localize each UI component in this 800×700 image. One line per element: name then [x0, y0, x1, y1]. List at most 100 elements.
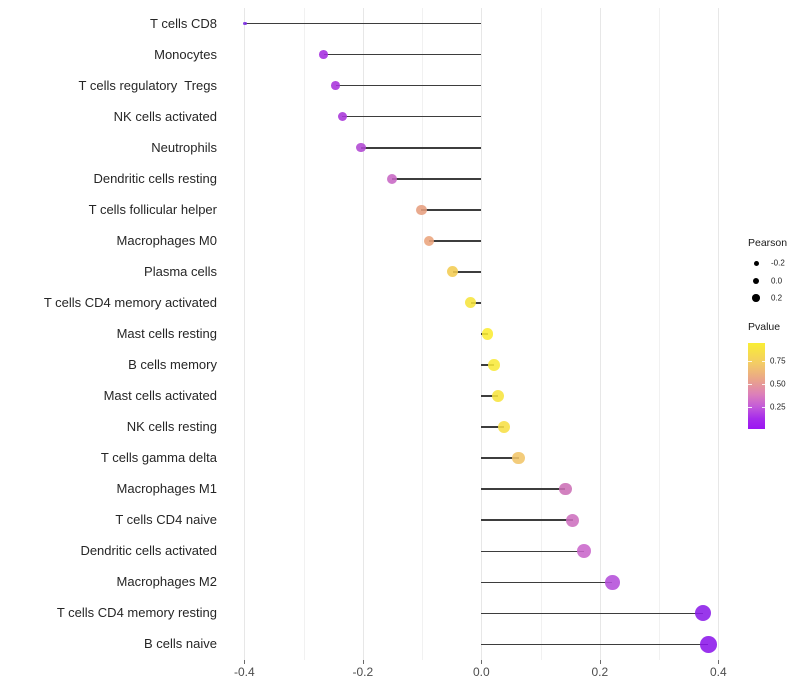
category-label: Macrophages M0 — [116, 232, 217, 248]
colorbar-tick-left — [748, 406, 752, 408]
x-axis-tick — [362, 660, 364, 664]
lollipop-stem — [481, 550, 585, 552]
lollipop-dot — [423, 235, 435, 247]
pvalue-color-legend: Pvalue 0.75 0.50 0.25 — [745, 321, 800, 436]
lollipop-dot — [497, 421, 510, 434]
lollipop-stem — [481, 612, 704, 614]
lollipop-stem — [481, 519, 573, 521]
lollipop-stem — [429, 240, 482, 242]
lollipop-stem — [481, 364, 495, 366]
category-label: NK cells activated — [113, 108, 217, 124]
gridline — [303, 8, 305, 660]
lollipop-stem — [452, 271, 482, 273]
x-axis-tick-label: 0.2 — [591, 665, 609, 679]
colorbar-tick-right — [761, 406, 765, 408]
legend-size-label: -0.2 — [771, 258, 785, 268]
lollipop-stem — [244, 23, 482, 25]
lollipop-dot — [577, 544, 592, 559]
category-label: Macrophages M1 — [116, 481, 217, 497]
gridline — [422, 8, 424, 660]
gridline — [244, 8, 246, 660]
category-label: T cells CD4 memory activated — [43, 294, 217, 310]
legend-size-label: 0.0 — [771, 276, 783, 286]
category-label: T cells CD4 naive — [115, 512, 217, 528]
legend-size-dot — [752, 277, 760, 285]
x-axis-tick-label: -0.4 — [233, 665, 255, 679]
x-axis-tick — [244, 660, 246, 664]
lollipop-stem — [342, 116, 482, 118]
colorbar-tick-right — [761, 384, 765, 386]
lollipop-dot — [488, 359, 501, 371]
x-axis-tick — [718, 660, 720, 664]
gridline — [540, 8, 542, 660]
lollipop-stem — [481, 643, 709, 645]
lollipop-dot — [695, 605, 712, 622]
lollipop-stem — [481, 395, 498, 397]
colorbar-label: 0.50 — [770, 379, 786, 389]
lollipop-dot — [447, 266, 459, 278]
category-label: Mast cells resting — [116, 326, 217, 341]
gridline — [718, 8, 720, 660]
gridline — [659, 8, 661, 660]
lollipop-dot — [699, 635, 717, 653]
lollipop-dot — [331, 81, 340, 91]
lollipop-dot — [559, 482, 572, 496]
legend-size-dot — [753, 260, 759, 266]
x-axis-tick — [481, 660, 483, 664]
x-axis-tick — [599, 660, 601, 664]
category-label: Monocytes — [154, 46, 217, 62]
lollipop-stem — [481, 581, 613, 583]
category-label: T cells CD4 memory resting — [56, 605, 217, 621]
lollipop-stem — [481, 426, 504, 428]
lollipop-dot — [319, 50, 329, 60]
category-label: T cells follicular helper — [88, 201, 217, 217]
color-legend-title: Pvalue — [748, 321, 781, 333]
pearson-size-legend: Pearson -0.2 0.0 0.2 — [745, 237, 800, 307]
category-label: Dendritic cells activated — [80, 543, 217, 559]
category-label: NK cells resting — [126, 419, 217, 435]
lollipop-dot — [465, 297, 477, 309]
lollipop-stem — [392, 178, 482, 180]
legend-size-dot — [752, 294, 760, 302]
x-axis-tick-label: -0.2 — [352, 665, 374, 679]
category-label: Plasma cells — [144, 263, 217, 279]
colorbar-label: 0.75 — [770, 356, 786, 366]
colorbar-label: 0.25 — [770, 402, 786, 412]
x-axis-tick-label: 0.0 — [472, 665, 490, 679]
lollipop-dot — [243, 21, 247, 26]
lollipop-dot — [416, 204, 427, 216]
category-label: T cells regulatory Tregs — [78, 77, 217, 93]
lollipop-stem — [361, 147, 482, 149]
category-label: T cells gamma delta — [100, 450, 217, 466]
lollipop-dot — [482, 328, 494, 340]
gridline — [599, 8, 601, 660]
category-label: T cells CD8 — [150, 15, 217, 31]
lollipop-stem — [481, 488, 566, 490]
colorbar-tick-left — [748, 384, 752, 386]
category-label: Neutrophils — [151, 139, 217, 155]
lollipop-stem — [335, 85, 482, 87]
lollipop-dot — [565, 513, 580, 527]
lollipop-dot — [356, 143, 366, 153]
lollipop-dot — [512, 451, 525, 465]
lollipop-dot — [604, 574, 620, 590]
x-axis-tick-label: 0.4 — [709, 665, 727, 679]
size-legend-title: Pearson — [748, 237, 788, 249]
category-label: B cells naive — [144, 636, 217, 652]
legend-size-label: 0.2 — [771, 293, 783, 303]
gridline — [362, 8, 364, 660]
category-label: B cells memory — [128, 357, 217, 373]
category-label: Macrophages M2 — [116, 574, 217, 590]
lollipop-stem — [323, 54, 482, 56]
colorbar-tick-left — [748, 361, 752, 363]
lollipop-dot — [337, 112, 347, 122]
lollipop-dot — [491, 390, 504, 403]
colorbar-tick-right — [761, 361, 765, 363]
pvalue-colorbar — [748, 343, 765, 429]
category-label: Dendritic cells resting — [93, 170, 217, 186]
lollipop-stem — [481, 457, 519, 459]
lollipop-dot — [387, 173, 398, 184]
category-label: Mast cells activated — [103, 388, 217, 404]
lollipop-stem — [421, 209, 482, 211]
